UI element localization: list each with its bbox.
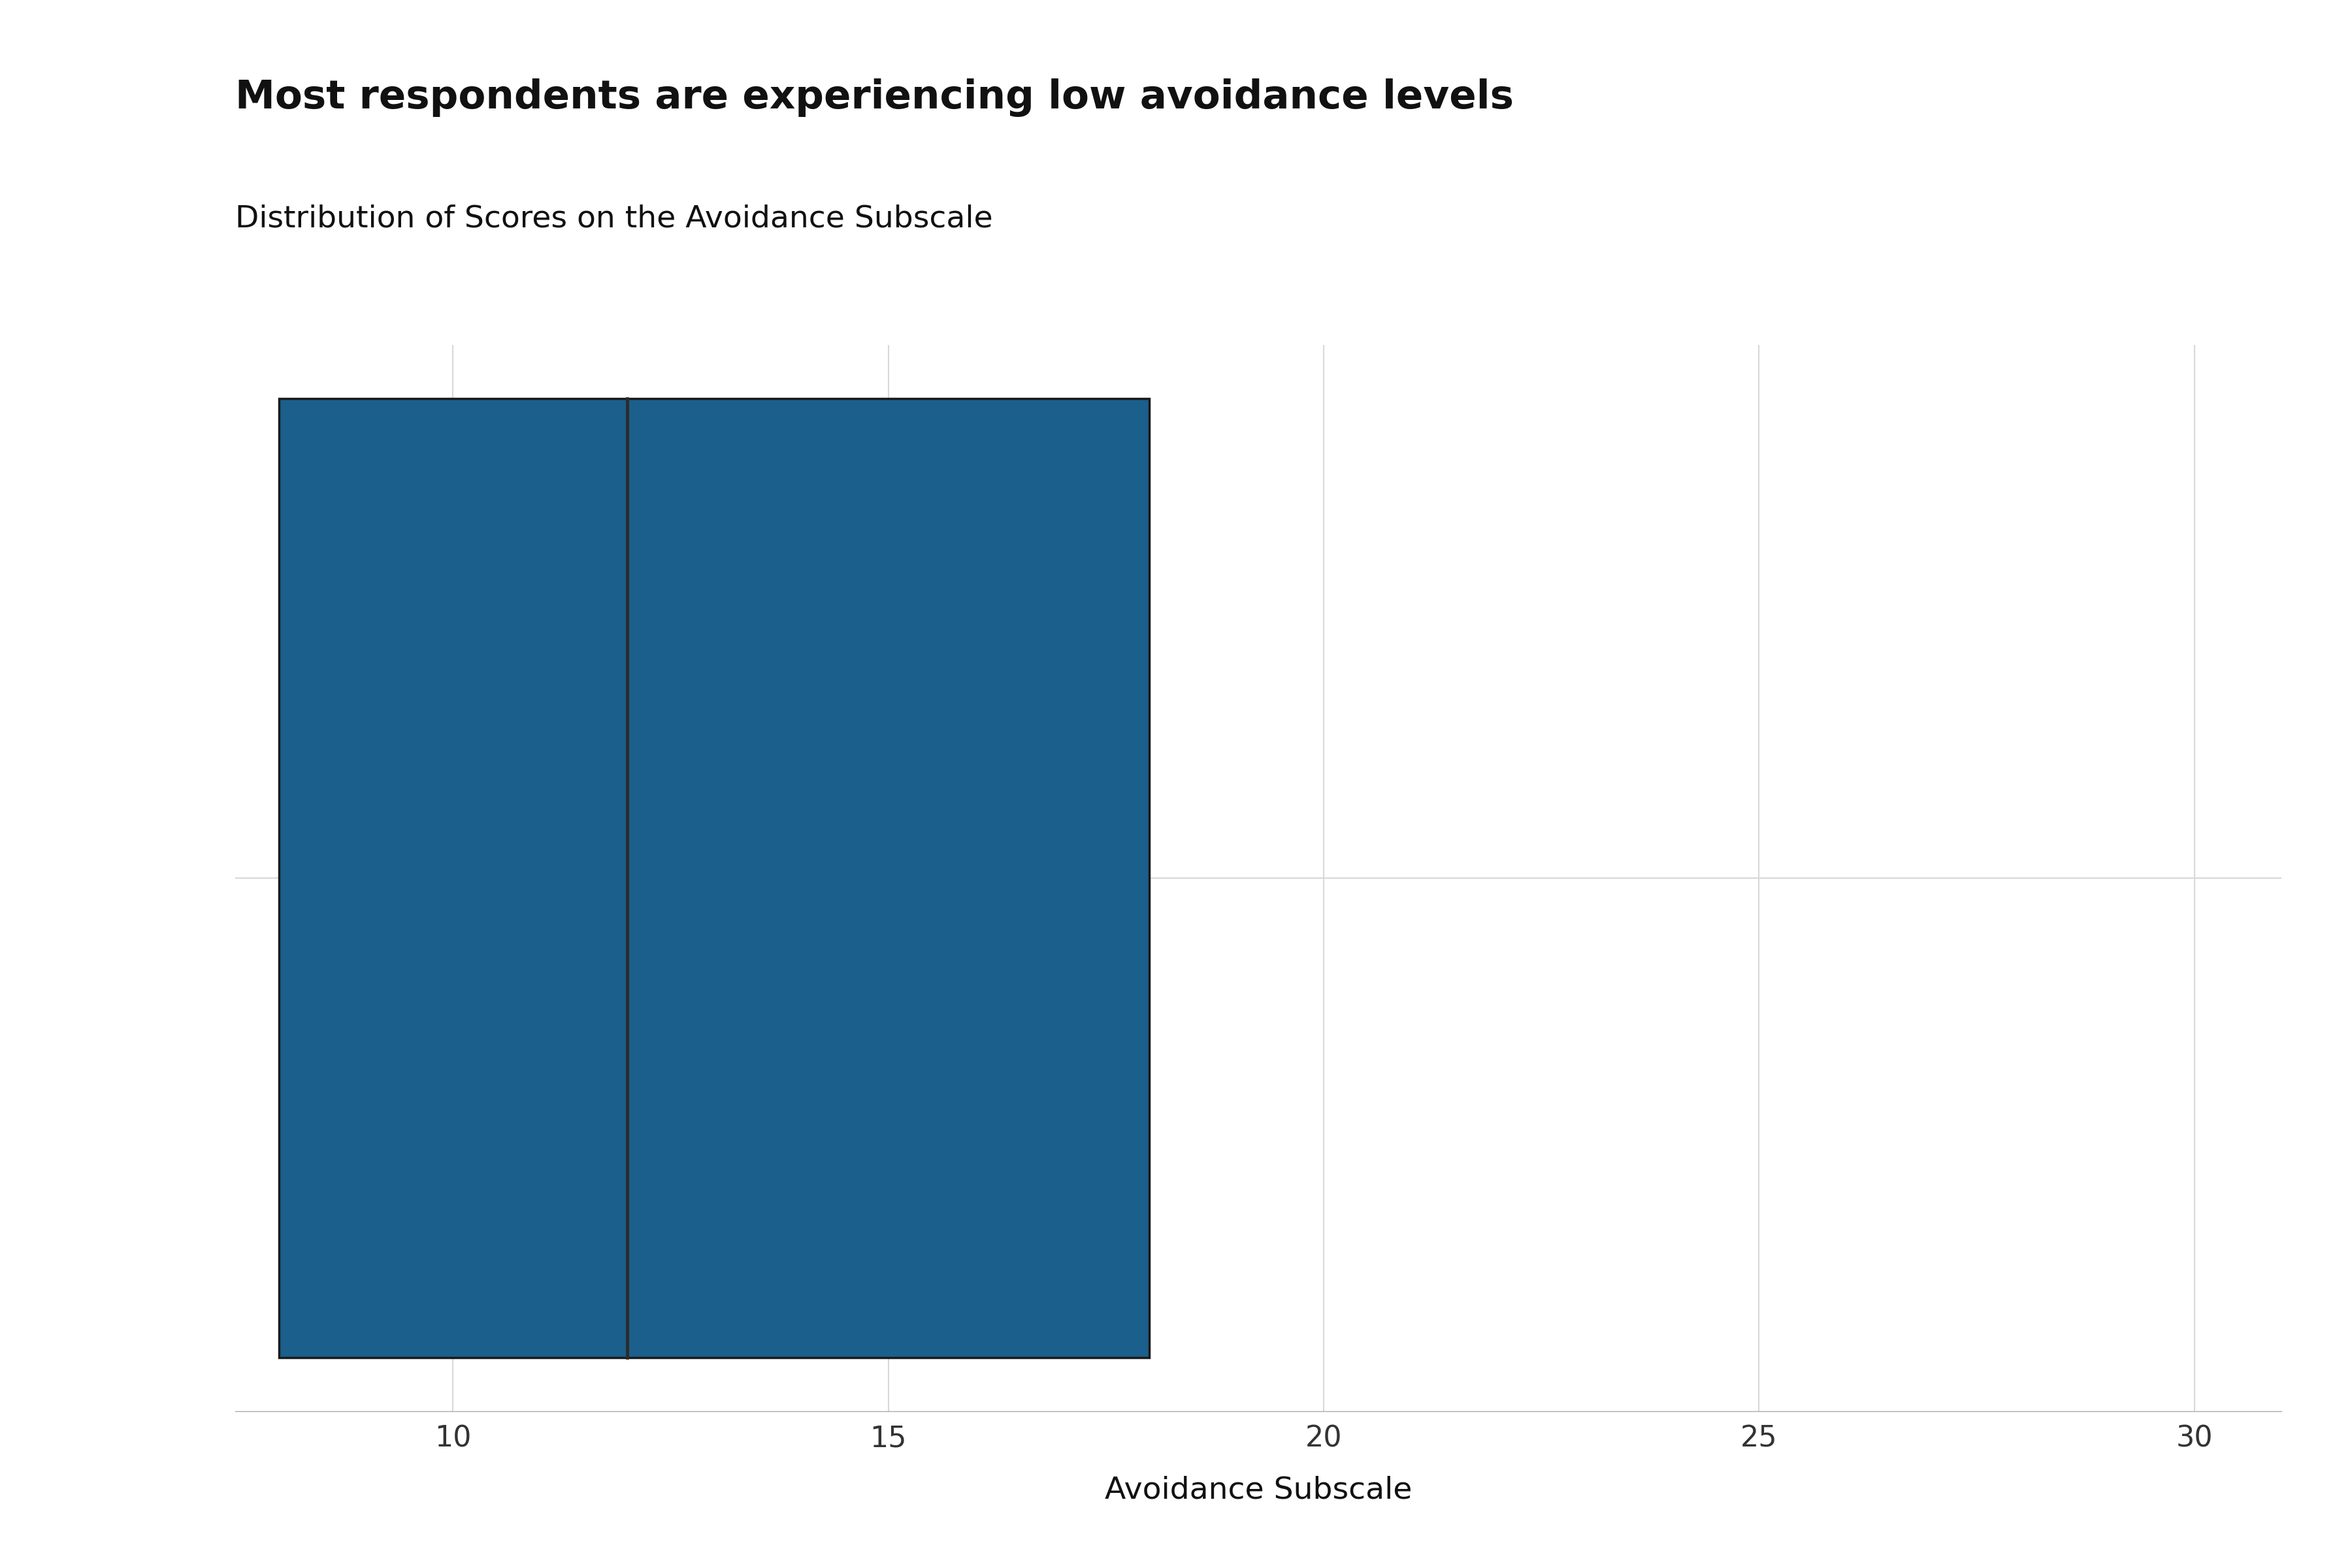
Text: Distribution of Scores on the Avoidance Subscale: Distribution of Scores on the Avoidance …	[235, 204, 993, 234]
X-axis label: Avoidance Subscale: Avoidance Subscale	[1105, 1475, 1411, 1505]
Bar	[280, 398, 1150, 1358]
Text: Most respondents are experiencing low avoidance levels: Most respondents are experiencing low av…	[235, 78, 1515, 118]
